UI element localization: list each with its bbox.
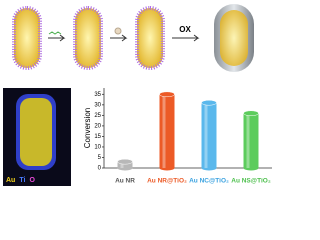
rod xyxy=(135,6,165,70)
x-tick-label: Au NR xyxy=(115,178,135,185)
bar xyxy=(243,113,259,168)
y-tick-label: 20 xyxy=(94,123,101,129)
bar xyxy=(159,94,175,168)
y-tick-label: 0 xyxy=(98,166,102,172)
y-tick-label: 15 xyxy=(94,134,101,140)
x-tick-label: Au NR@TiO₂ xyxy=(147,178,187,185)
y-tick-label: 30 xyxy=(94,102,101,108)
x-tick-label: Au NC@TiO₂ xyxy=(189,178,229,185)
y-tick-label: 35 xyxy=(94,92,101,98)
scheme: OX xyxy=(12,4,254,72)
arrow xyxy=(48,34,66,42)
reagent xyxy=(48,31,62,35)
rod xyxy=(220,10,248,66)
bar-highlight xyxy=(120,161,124,168)
x-tick-label: Au NS@TiO₂ xyxy=(231,178,271,185)
step-label: OX xyxy=(179,25,191,34)
arrow xyxy=(110,34,128,42)
eds-legend-entry: Ti xyxy=(19,177,25,184)
y-tick-label: 25 xyxy=(94,113,101,119)
eds-legend-entry: O xyxy=(29,177,35,184)
bar-top xyxy=(159,91,175,98)
bar xyxy=(201,102,217,168)
tem-image: Au Ti O xyxy=(3,88,71,186)
bar-highlight xyxy=(246,113,250,168)
bar-top xyxy=(243,110,259,117)
tem-core xyxy=(20,98,52,166)
bar-top xyxy=(117,158,133,165)
bar-highlight xyxy=(204,102,208,168)
particle xyxy=(114,27,122,35)
rod xyxy=(12,6,42,70)
y-axis-label: Conversion xyxy=(83,108,92,148)
figure: OX Au Ti O 0 5 10 15 20 25 30 35 Conversion Au NR Au… xyxy=(3,4,272,186)
eds-legend-entry: Au xyxy=(6,177,15,184)
arrow xyxy=(172,34,200,42)
rod xyxy=(73,6,103,70)
y-tick-label: 5 xyxy=(98,155,102,161)
bar xyxy=(117,161,133,168)
bar-top xyxy=(201,99,217,106)
bar-highlight xyxy=(162,94,166,168)
y-tick-label: 10 xyxy=(94,145,101,151)
